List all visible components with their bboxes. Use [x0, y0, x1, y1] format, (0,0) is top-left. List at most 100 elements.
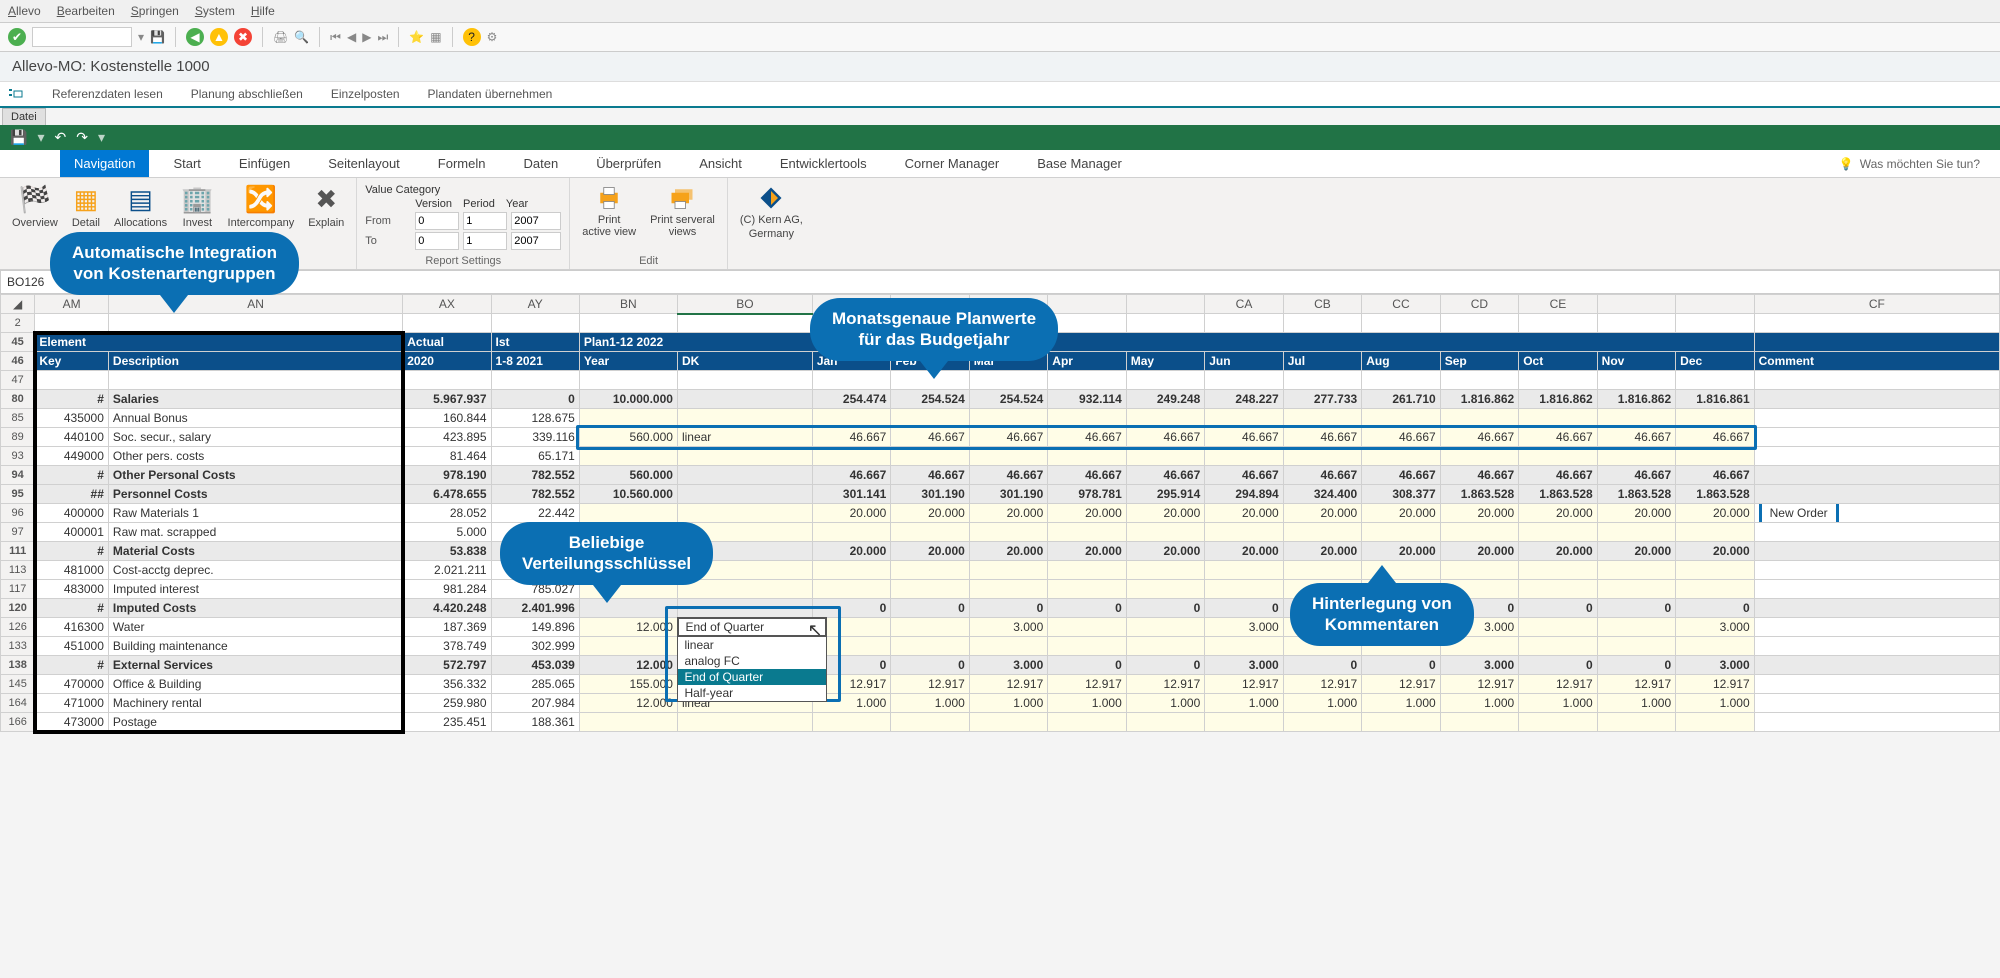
month-cell[interactable]: 248.227	[1205, 390, 1283, 409]
dk-cell[interactable]	[677, 485, 812, 504]
desc-cell[interactable]: Material Costs	[108, 542, 402, 561]
tab-seitenlayout[interactable]: Seitenlayout	[314, 150, 414, 177]
month-cell[interactable]: 0	[1205, 599, 1283, 618]
month-cell[interactable]: 1.000	[891, 694, 969, 713]
ist-cell[interactable]: 128.675	[491, 409, 579, 428]
dropdown-icon[interactable]: ▾	[138, 30, 144, 44]
month-cell[interactable]	[1440, 713, 1518, 732]
desc-cell[interactable]: Salaries	[108, 390, 402, 409]
month-cell[interactable]: 308.377	[1362, 485, 1440, 504]
month-cell[interactable]	[1597, 637, 1675, 656]
month-cell[interactable]: 20.000	[1048, 504, 1126, 523]
month-cell[interactable]: 46.667	[1283, 466, 1361, 485]
year-cell[interactable]: 560.000	[579, 428, 677, 447]
month-cell[interactable]: 1.816.862	[1597, 390, 1675, 409]
month-cell[interactable]: 1.000	[1205, 694, 1283, 713]
month-cell[interactable]	[1126, 713, 1204, 732]
month-cell[interactable]	[1126, 561, 1204, 580]
to-version[interactable]	[415, 232, 459, 250]
month-cell[interactable]	[1362, 447, 1440, 466]
month-cell[interactable]: 0	[1048, 599, 1126, 618]
month-cell[interactable]: 0	[812, 599, 890, 618]
col-header[interactable]: CE	[1519, 295, 1597, 314]
month-cell[interactable]	[1048, 447, 1126, 466]
comment-cell[interactable]	[1754, 618, 1999, 637]
actual-cell[interactable]: 978.190	[403, 466, 491, 485]
month-cell[interactable]	[1048, 561, 1126, 580]
row-header[interactable]: 95	[1, 485, 35, 504]
from-version[interactable]	[415, 212, 459, 230]
month-cell[interactable]: 20.000	[1126, 542, 1204, 561]
month-cell[interactable]	[1205, 637, 1283, 656]
month-cell[interactable]	[1597, 523, 1675, 542]
comment-cell[interactable]	[1754, 542, 1999, 561]
month-cell[interactable]: 20.000	[1283, 542, 1361, 561]
desc-cell[interactable]: Personnel Costs	[108, 485, 402, 504]
month-cell[interactable]: 20.000	[1362, 542, 1440, 561]
to-year[interactable]	[511, 232, 561, 250]
month-cell[interactable]: 0	[1126, 599, 1204, 618]
first-page-icon[interactable]: ⏮	[330, 30, 341, 45]
month-cell[interactable]: 1.000	[1126, 694, 1204, 713]
layout-icon[interactable]: ▦	[430, 30, 441, 44]
month-cell[interactable]	[969, 561, 1047, 580]
month-cell[interactable]	[1519, 637, 1597, 656]
month-cell[interactable]: 12.917	[1362, 675, 1440, 694]
month-cell[interactable]: 1.816.861	[1676, 390, 1754, 409]
comment-cell[interactable]	[1754, 599, 1999, 618]
actual-cell[interactable]: 378.749	[403, 637, 491, 656]
year-cell[interactable]: 12.000	[579, 656, 677, 675]
actual-cell[interactable]: 187.369	[403, 618, 491, 637]
tab-base[interactable]: Base Manager	[1023, 150, 1136, 177]
redo-icon[interactable]: ↷	[76, 129, 88, 146]
month-cell[interactable]: 0	[1519, 656, 1597, 675]
month-cell[interactable]	[812, 713, 890, 732]
ist-cell[interactable]: 149.896	[491, 618, 579, 637]
dk-cell[interactable]	[677, 409, 812, 428]
month-cell[interactable]: 46.667	[1205, 428, 1283, 447]
save-icon[interactable]: 💾	[150, 30, 165, 44]
actual-cell[interactable]: 5.967.937	[403, 390, 491, 409]
actual-cell[interactable]: 235.451	[403, 713, 491, 732]
row-header[interactable]: 126	[1, 618, 35, 637]
row-header[interactable]: 133	[1, 637, 35, 656]
print-active-button[interactable]: Print active view	[578, 182, 640, 240]
menu-hilfe[interactable]: Hilfe	[251, 4, 275, 18]
month-cell[interactable]	[1676, 447, 1754, 466]
month-cell[interactable]: 46.667	[1519, 466, 1597, 485]
month-cell[interactable]	[1048, 409, 1126, 428]
month-cell[interactable]: 20.000	[891, 504, 969, 523]
month-cell[interactable]	[1048, 523, 1126, 542]
dk-cell[interactable]	[677, 390, 812, 409]
desc-cell[interactable]: Cost-acctg deprec.	[108, 561, 402, 580]
month-cell[interactable]	[1126, 637, 1204, 656]
month-cell[interactable]: 20.000	[1440, 504, 1518, 523]
desc-cell[interactable]: Water	[108, 618, 402, 637]
month-cell[interactable]	[1205, 713, 1283, 732]
year-cell[interactable]: 560.000	[579, 466, 677, 485]
month-cell[interactable]	[969, 580, 1047, 599]
ist-cell[interactable]: 782.552	[491, 485, 579, 504]
key-cell[interactable]: #	[35, 466, 109, 485]
month-cell[interactable]	[1283, 409, 1361, 428]
find-icon[interactable]: 🔍	[294, 30, 309, 44]
month-cell[interactable]	[1597, 561, 1675, 580]
month-cell[interactable]: 46.667	[891, 466, 969, 485]
month-cell[interactable]	[969, 447, 1047, 466]
dk-option[interactable]: analog FC	[678, 653, 826, 669]
month-cell[interactable]: 46.667	[1048, 466, 1126, 485]
desc-cell[interactable]: Other pers. costs	[108, 447, 402, 466]
month-cell[interactable]	[812, 523, 890, 542]
row-header[interactable]: 166	[1, 713, 35, 732]
month-cell[interactable]	[891, 713, 969, 732]
tab-entwickler[interactable]: Entwicklertools	[766, 150, 881, 177]
year-cell[interactable]	[579, 637, 677, 656]
month-cell[interactable]: 1.863.528	[1597, 485, 1675, 504]
month-cell[interactable]	[1519, 713, 1597, 732]
col-header[interactable]: CC	[1362, 295, 1440, 314]
month-cell[interactable]: 3.000	[969, 656, 1047, 675]
key-cell[interactable]: 471000	[35, 694, 109, 713]
month-cell[interactable]	[891, 637, 969, 656]
month-cell[interactable]: 46.667	[812, 466, 890, 485]
month-cell[interactable]	[1283, 713, 1361, 732]
